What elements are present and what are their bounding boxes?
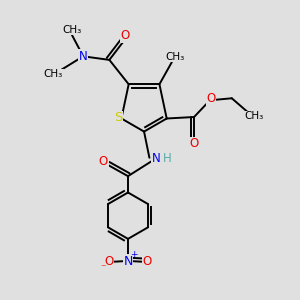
Text: +: + <box>130 250 137 259</box>
Text: O: O <box>189 137 199 150</box>
Text: O: O <box>104 255 113 268</box>
Text: H: H <box>163 152 172 165</box>
Text: O: O <box>99 155 108 168</box>
Text: O: O <box>121 29 130 42</box>
Text: N: N <box>123 255 133 268</box>
Text: O: O <box>206 92 216 105</box>
Text: N: N <box>79 50 88 63</box>
Text: CH₃: CH₃ <box>244 111 264 121</box>
Text: ⁻: ⁻ <box>100 263 106 273</box>
Text: N: N <box>152 152 160 165</box>
Text: O: O <box>143 255 152 268</box>
Text: CH₃: CH₃ <box>166 52 185 61</box>
Text: CH₃: CH₃ <box>44 69 63 79</box>
Text: CH₃: CH₃ <box>62 25 82 34</box>
Text: S: S <box>114 111 123 124</box>
